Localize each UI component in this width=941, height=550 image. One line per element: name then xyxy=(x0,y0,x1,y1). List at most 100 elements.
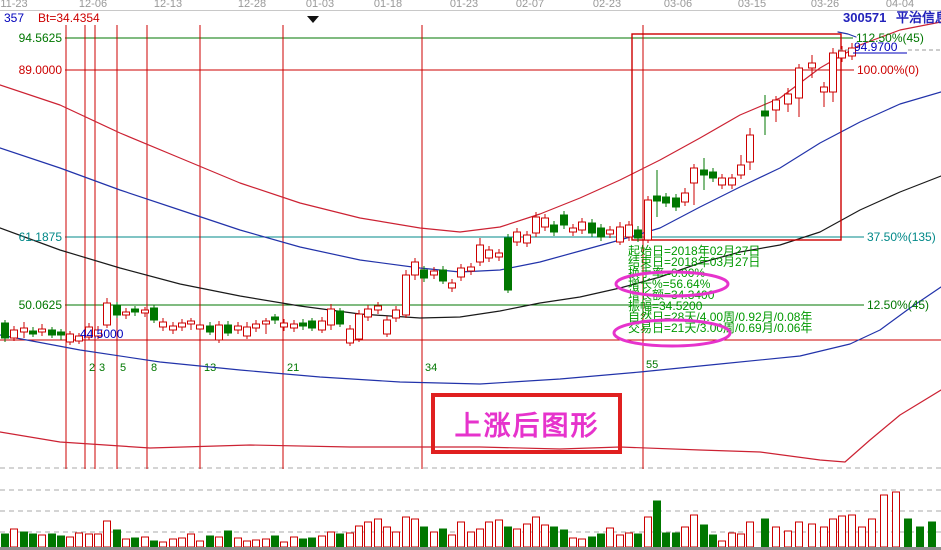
candle-body xyxy=(616,226,624,243)
marker-triangle-icon xyxy=(307,16,319,23)
volume-bar xyxy=(355,525,363,548)
fib-day-count-label: 8 xyxy=(151,362,157,374)
candle-body xyxy=(772,99,780,111)
date-axis-label: 01-03 xyxy=(306,0,334,10)
volume-bar xyxy=(672,532,680,548)
highlight-ellipse xyxy=(612,318,732,348)
candle-body xyxy=(196,324,204,330)
middle-band-curve xyxy=(0,91,941,273)
candle-body xyxy=(122,311,130,316)
price-axis-label-left: 89.0000 xyxy=(19,63,63,77)
volume-layer xyxy=(1,491,936,548)
volume-bar xyxy=(364,521,372,548)
volume-bar xyxy=(597,533,605,548)
candle-body xyxy=(215,324,223,341)
volume-bar xyxy=(681,526,689,548)
volume-bar xyxy=(85,533,93,548)
candle-body xyxy=(709,171,717,179)
volume-bar xyxy=(560,529,568,548)
volume-bar xyxy=(308,537,316,548)
candles-layer xyxy=(1,43,856,346)
price-axis-label-left: 50.0625 xyxy=(19,298,63,312)
volume-bar xyxy=(485,521,493,548)
candle-body xyxy=(383,319,391,335)
candle-body xyxy=(113,304,121,316)
chart-overlay-layer xyxy=(431,270,732,454)
volume-bar xyxy=(772,526,780,548)
stats-line: 结束日=2018年03月27日 xyxy=(628,255,760,269)
volume-bar xyxy=(234,537,242,548)
volume-bar xyxy=(271,535,279,548)
candle-body xyxy=(374,305,382,311)
candle-body xyxy=(364,308,372,318)
candle-body xyxy=(103,302,111,326)
volume-bar xyxy=(904,518,912,548)
volume-bar xyxy=(728,532,736,548)
candle-body xyxy=(560,214,568,226)
volume-bar xyxy=(541,524,549,548)
candle-body xyxy=(150,307,158,321)
candle-body xyxy=(346,328,354,344)
volume-bar xyxy=(374,518,382,548)
candle-body xyxy=(94,329,102,337)
candle-body xyxy=(681,192,689,203)
candle-body xyxy=(476,244,484,263)
candle-body xyxy=(280,322,288,328)
candle-body xyxy=(457,267,465,278)
volume-bar xyxy=(662,532,670,548)
candle-body xyxy=(262,320,270,325)
candle-body xyxy=(625,224,633,238)
volume-bar xyxy=(761,518,769,548)
volume-bar xyxy=(928,521,936,548)
volume-bar xyxy=(57,535,65,548)
volume-bar xyxy=(829,518,837,548)
upper-band-curve xyxy=(0,21,941,233)
candle-body xyxy=(290,323,298,329)
volume-bar xyxy=(290,536,298,548)
fib-day-count-label: 5 xyxy=(120,362,126,374)
volume-bar xyxy=(569,537,577,548)
volume-bar xyxy=(644,516,652,548)
candle-body xyxy=(718,177,726,186)
volume-bar xyxy=(122,538,130,548)
candle-body xyxy=(550,224,558,233)
volume-bar xyxy=(737,533,745,548)
candle-body xyxy=(808,62,816,69)
candle-body xyxy=(187,320,195,325)
candle-body xyxy=(761,110,769,117)
volume-bar xyxy=(625,532,633,548)
current-price-label: 94.9700 xyxy=(854,40,898,54)
volume-bar xyxy=(159,541,167,548)
volume-bar xyxy=(280,541,288,548)
price-axis-label-left: 94.5625 xyxy=(19,31,63,45)
volume-bar xyxy=(336,533,344,548)
date-axis-label: 04-04 xyxy=(886,0,914,10)
candle-body xyxy=(746,134,754,163)
fib-day-count-label: 34 xyxy=(425,362,437,374)
price-axis-label-left: 44.5000 xyxy=(80,327,124,341)
volume-bar xyxy=(215,536,223,548)
stats-line: 起始日=2018年02月27日 xyxy=(628,244,760,258)
volume-bar xyxy=(327,531,335,548)
volume-bar xyxy=(476,528,484,548)
volume-bar xyxy=(634,533,642,548)
volume-bar xyxy=(150,540,158,548)
volume-bar xyxy=(420,526,428,548)
stats-line: 振幅=34.5200 xyxy=(628,298,703,313)
volume-bar xyxy=(848,514,856,548)
fib-day-count-label: 55 xyxy=(646,359,658,371)
candle-body xyxy=(243,326,251,337)
volume-bar xyxy=(467,531,475,548)
volume-bar xyxy=(795,521,803,548)
candle-body xyxy=(653,195,661,202)
stats-line: 增长%=56.64% xyxy=(628,277,711,291)
stock-code: 300571 xyxy=(843,10,886,25)
volume-bar xyxy=(532,516,540,548)
volume-bar xyxy=(196,540,204,548)
candle-body xyxy=(513,231,521,243)
volume-bar xyxy=(439,528,447,548)
candle-body xyxy=(159,321,167,328)
volume-bar xyxy=(700,524,708,548)
volume-bar xyxy=(66,536,74,548)
